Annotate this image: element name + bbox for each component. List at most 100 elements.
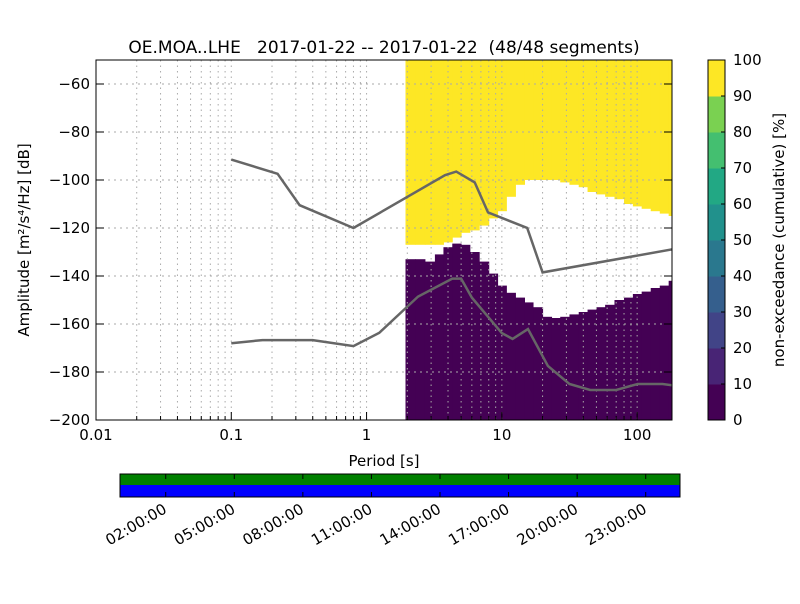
pdf-cell-yellow bbox=[650, 60, 661, 212]
colorbar-tick-label: 80 bbox=[733, 123, 752, 141]
colorbar-tick-label: 20 bbox=[733, 339, 752, 357]
y-tick-label: −80 bbox=[58, 123, 90, 141]
pdf-cell-purple bbox=[524, 302, 534, 420]
data-availability-bar bbox=[120, 474, 680, 485]
pdf-cell-purple bbox=[624, 297, 634, 420]
pdf-cell-yellow bbox=[488, 60, 499, 219]
pdf-cell-yellow bbox=[497, 60, 507, 212]
timeline-frame bbox=[119, 473, 681, 498]
pdf-cell-purple bbox=[614, 300, 625, 420]
colorbar: 0 10 20 30 40 50 60 70 80 90 100 bbox=[707, 51, 762, 429]
pdf-cell-yellow bbox=[641, 60, 652, 209]
colorbar-segment bbox=[708, 132, 725, 169]
pdf-cell-yellow bbox=[569, 60, 580, 185]
colorbar-tick-label: 50 bbox=[733, 231, 752, 249]
pdf-cell-purple bbox=[469, 252, 480, 420]
timeline-tick-label: 14:00:00 bbox=[377, 500, 444, 549]
pdf-cell-yellow bbox=[551, 60, 561, 180]
x-tick-label: 10 bbox=[492, 426, 511, 444]
timeline-tick-label: 08:00:00 bbox=[240, 500, 307, 549]
x-axis-label: Period [s] bbox=[348, 452, 419, 470]
pdf-cell-yellow bbox=[479, 60, 490, 226]
pdf-cell-yellow bbox=[533, 60, 544, 180]
pdf-cell-yellow bbox=[506, 60, 516, 197]
pdf-cell-yellow bbox=[659, 60, 670, 214]
x-tick-label: 0.1 bbox=[219, 426, 243, 444]
colorbar-tick-label: 100 bbox=[733, 51, 762, 69]
y-tick-label: −180 bbox=[49, 363, 90, 381]
pdf-cell-purple bbox=[506, 292, 516, 420]
colorbar-tick-label: 40 bbox=[733, 267, 752, 285]
pdf-cell-purple bbox=[488, 273, 499, 420]
pdf-cell-yellow bbox=[434, 60, 444, 245]
pdf-cell-purple bbox=[551, 318, 561, 420]
pdf-cell-purple bbox=[650, 288, 661, 420]
pdf-cell-purple bbox=[596, 307, 606, 420]
pdf-cell-purple bbox=[542, 316, 553, 420]
x-tick-label: 1 bbox=[362, 426, 372, 444]
y-axis-label: Amplitude [m²/s⁴/Hz] [dB] bbox=[15, 143, 33, 336]
colorbar-segment bbox=[708, 204, 725, 241]
pdf-cell-purple bbox=[405, 259, 417, 420]
pdf-cell-purple bbox=[659, 285, 670, 420]
y-tick-label: −160 bbox=[49, 315, 90, 333]
colorbar-tick-label: 10 bbox=[733, 375, 752, 393]
plot-frame bbox=[95, 59, 673, 421]
noise-model-nhnm-line bbox=[230, 158, 672, 274]
pdf-cell-purple bbox=[415, 259, 426, 420]
pdf-cell-yellow bbox=[405, 60, 417, 245]
pdf-cell-yellow bbox=[632, 60, 643, 207]
noise-models bbox=[230, 158, 672, 392]
timeline-tick-label: 17:00:00 bbox=[445, 500, 512, 549]
pdf-cell-yellow bbox=[524, 60, 534, 180]
colorbar-tick-label: 90 bbox=[733, 87, 752, 105]
colorbar-label: non-exceedance (cumulative) [%] bbox=[770, 113, 788, 367]
colorbar-segment bbox=[708, 276, 725, 313]
colorbar-segment bbox=[708, 60, 725, 97]
colorbar-segment bbox=[708, 312, 725, 349]
pdf-cell-yellow bbox=[614, 60, 625, 200]
colorbar-tick-label: 60 bbox=[733, 195, 752, 213]
colorbar-segment bbox=[708, 240, 725, 277]
colorbar-segment bbox=[708, 168, 725, 205]
y-tick-label: −60 bbox=[58, 75, 90, 93]
colorbar-segment bbox=[708, 348, 725, 385]
timeline-tick-label: 05:00:00 bbox=[171, 500, 238, 549]
pdf-cell-purple bbox=[452, 243, 462, 420]
pdf-cell-purple bbox=[533, 307, 544, 420]
colorbar-tick-label: 70 bbox=[733, 159, 752, 177]
pdf-cell-purple bbox=[434, 254, 444, 420]
timeline-tick-label: 11:00:00 bbox=[308, 500, 375, 549]
colorbar-segment bbox=[708, 96, 725, 133]
pdf-cell-purple bbox=[605, 304, 615, 420]
x-tick-label: 0.01 bbox=[79, 426, 112, 444]
pdf-cell-purple bbox=[461, 244, 471, 420]
pdf-cell-yellow bbox=[596, 60, 606, 195]
pdf-cell-yellow bbox=[578, 60, 589, 188]
pdf-cell-yellow bbox=[469, 60, 480, 231]
chart-title: OE.MOA..LHE 2017-01-22 -- 2017-01-22 (48… bbox=[128, 38, 639, 58]
colorbar-segment bbox=[708, 384, 725, 421]
pdf-cell-purple bbox=[424, 261, 436, 420]
pdf-cell-purple bbox=[479, 261, 490, 420]
pdf-cell-yellow bbox=[668, 60, 672, 216]
pdf-cell-purple bbox=[560, 316, 570, 420]
pdf-cell-yellow bbox=[415, 60, 426, 245]
y-tick-label: −100 bbox=[49, 171, 90, 189]
timeline-bar: 02:00:00 05:00:00 08:00:00 11:00:00 14:00:00… bbox=[102, 473, 681, 549]
colorbar-tick-label: 30 bbox=[733, 303, 752, 321]
pdf-cell-purple bbox=[515, 297, 525, 420]
pdf-cell-yellow bbox=[515, 60, 525, 185]
pdf-cell-yellow bbox=[560, 60, 570, 183]
timeline-tick-label: 23:00:00 bbox=[582, 500, 649, 549]
pdf-cell-purple bbox=[569, 314, 580, 420]
pdf-cell-purple bbox=[587, 309, 597, 420]
y-tick-label: −200 bbox=[49, 411, 90, 429]
y-tick-label: −120 bbox=[49, 219, 90, 237]
x-tick-label: 100 bbox=[623, 426, 652, 444]
pdf-cell-yellow bbox=[461, 60, 471, 233]
colorbar-frame bbox=[707, 59, 726, 421]
noise-model-nlnm-line bbox=[231, 277, 672, 392]
